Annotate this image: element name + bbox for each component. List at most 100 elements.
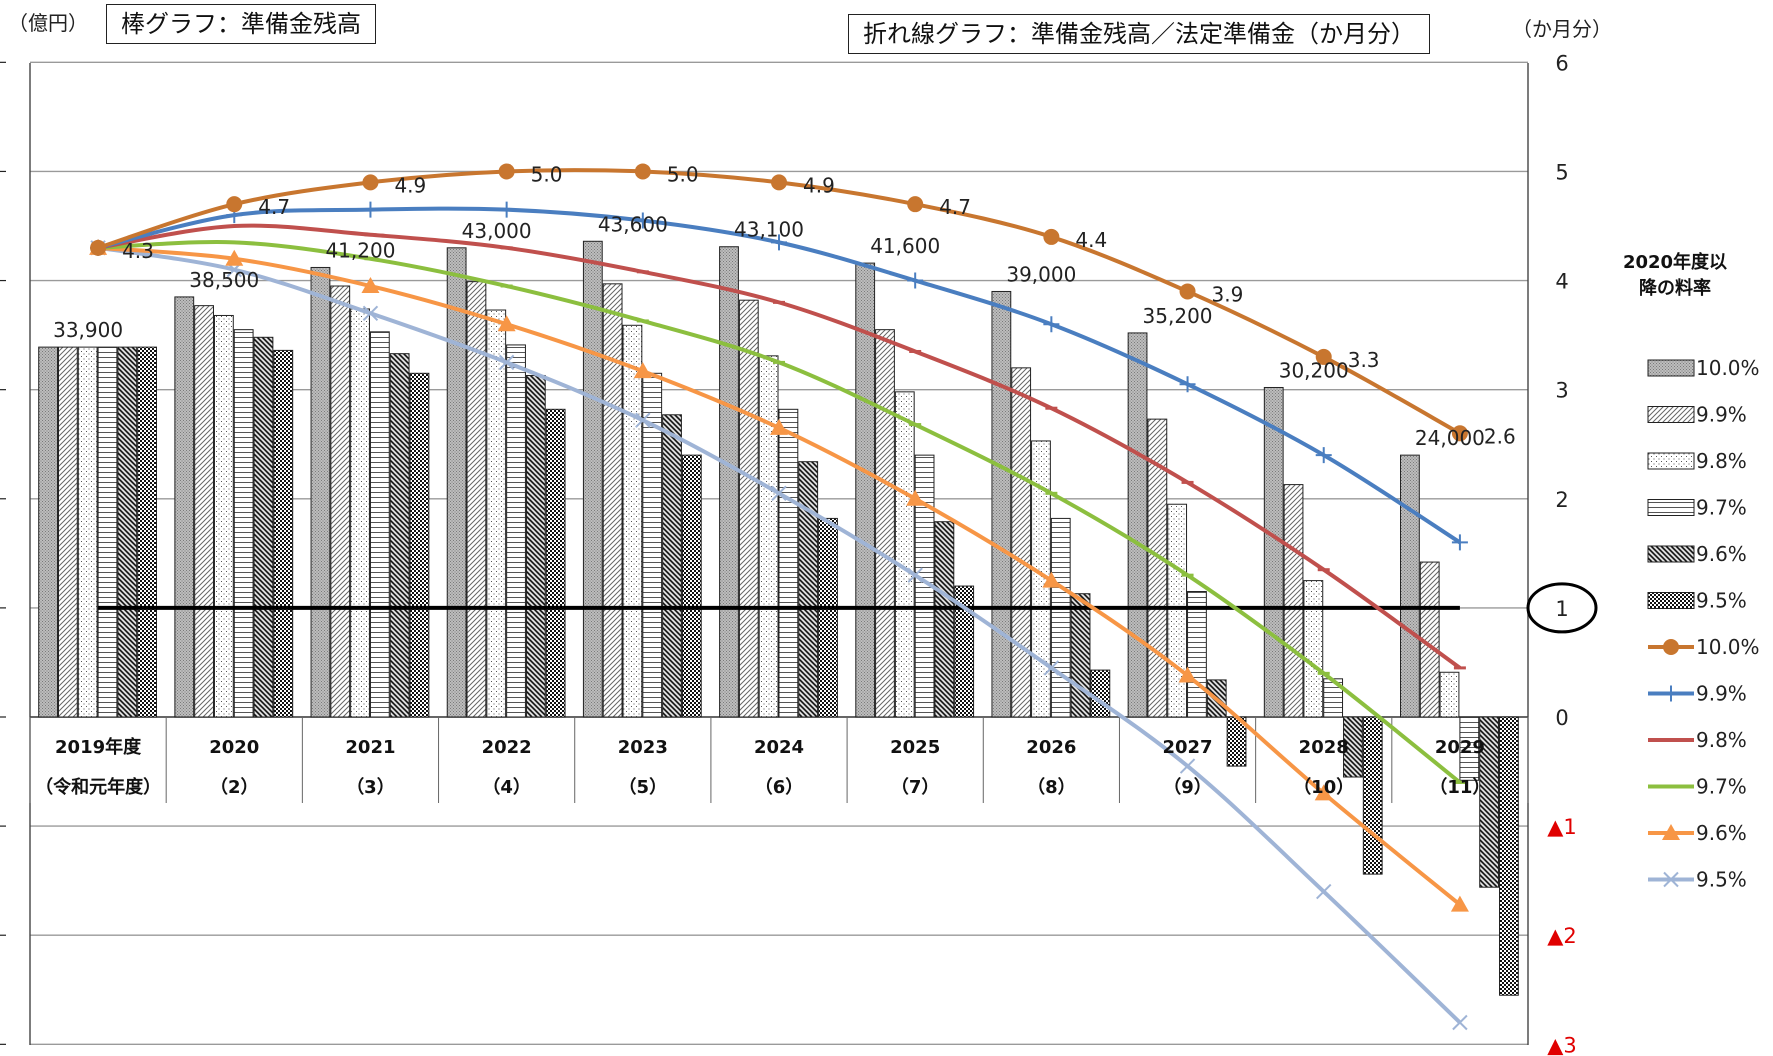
- line-value-label: 4.7: [939, 195, 971, 219]
- legend-swatch: [1647, 359, 1695, 377]
- bar: [1459, 716, 1480, 781]
- line-value-label: 3.3: [1348, 348, 1380, 372]
- bar: [506, 344, 526, 718]
- legend-swatch: [1647, 406, 1695, 423]
- bar-chart-title: 棒グラフ：準備金残高: [106, 4, 376, 44]
- bar: [875, 329, 895, 718]
- line-point: [498, 201, 515, 218]
- x-tick-label: 2023: [618, 737, 668, 758]
- line-value-label: 4.9: [394, 173, 426, 197]
- legend-label: 9.9%: [1696, 403, 1747, 427]
- bar: [350, 308, 370, 718]
- legend-label: 9.6%: [1696, 542, 1747, 566]
- bar: [253, 336, 274, 718]
- bar: [818, 517, 838, 718]
- right-axis-tick-label: ▲2: [1547, 924, 1577, 948]
- legend-swatch: [1647, 592, 1695, 609]
- x-tick-sublabel: （11）: [1429, 777, 1490, 798]
- bar: [273, 349, 294, 718]
- right-axis-tick-label: 4: [1555, 270, 1568, 294]
- line-point: [907, 567, 923, 583]
- bar-value-label: 30,200: [1279, 358, 1349, 382]
- line-point: [498, 354, 515, 371]
- bar: [117, 346, 138, 718]
- legend-label: 9.8%: [1696, 449, 1747, 473]
- line-series: [98, 240, 1462, 785]
- right-axis-tick-label: 1: [1555, 597, 1568, 621]
- line-point: [1043, 228, 1060, 245]
- line-point: [907, 272, 924, 289]
- line-point: [1314, 784, 1333, 801]
- bar: [1187, 591, 1207, 718]
- bar: [409, 372, 430, 718]
- bar-value-label: 33,900: [53, 318, 123, 342]
- line-point: [635, 412, 651, 428]
- right-axis-tick-label: 0: [1555, 706, 1568, 730]
- line-point: [498, 163, 515, 180]
- line-point: [906, 489, 925, 506]
- right-axis-tick-label: 2: [1555, 488, 1568, 512]
- x-tick-sublabel: （5）: [619, 777, 668, 798]
- bar: [855, 262, 876, 718]
- bar: [57, 346, 78, 718]
- x-tick-sublabel: （9）: [1163, 777, 1212, 798]
- line-point: [771, 485, 787, 502]
- line-point: [1179, 283, 1196, 300]
- line-point: [907, 196, 924, 213]
- line-value-label: 4.9: [803, 173, 835, 197]
- x-tick-sublabel: （3）: [346, 777, 395, 798]
- legend-title-line1: 2020年度以: [1623, 251, 1727, 273]
- bar: [486, 309, 507, 718]
- bar: [758, 355, 779, 718]
- line-point: [90, 239, 107, 256]
- x-tick-label: 2019年度: [55, 736, 142, 758]
- bar: [934, 521, 955, 718]
- bar: [137, 346, 157, 718]
- bar: [1050, 517, 1071, 718]
- bar: [1400, 454, 1420, 718]
- x-tick-label: 2027: [1162, 737, 1212, 758]
- line-point: [1179, 758, 1196, 774]
- bar: [662, 414, 682, 718]
- bar-value-label: 38,500: [189, 268, 259, 292]
- line-point: [634, 163, 651, 180]
- line-point: [362, 305, 379, 321]
- bar: [446, 247, 467, 718]
- bar: [954, 585, 975, 718]
- bar: [1127, 332, 1148, 718]
- bar: [1343, 716, 1363, 778]
- line-point: [633, 362, 652, 379]
- bar: [174, 296, 195, 718]
- x-tick-label: 2026: [1026, 737, 1076, 758]
- line-point: [1043, 316, 1060, 333]
- line-value-label: 2.6: [1484, 424, 1516, 448]
- line-value-label: 4.7: [258, 195, 290, 219]
- line-series: [97, 245, 1462, 907]
- bar: [1439, 671, 1460, 718]
- line-series-group: [89, 163, 1469, 1031]
- legend-marker: [1662, 824, 1680, 840]
- bar-value-label: 41,600: [870, 234, 940, 258]
- legend-marker: [1663, 685, 1679, 702]
- bar: [330, 285, 351, 718]
- line-series: [97, 245, 1462, 1024]
- line-point: [1451, 534, 1468, 551]
- line-point: [361, 277, 380, 294]
- legend-marker: [1663, 639, 1679, 655]
- right-axis-tick-label: 6: [1555, 51, 1568, 75]
- legend-label: 9.8%: [1696, 728, 1747, 752]
- bar: [1070, 593, 1091, 718]
- left-axis-unit: （億円）: [8, 11, 88, 35]
- x-tick-label: 2028: [1299, 737, 1349, 758]
- legend-title-line2: 降の料率: [1639, 277, 1711, 299]
- x-tick-label: 2021: [345, 737, 395, 758]
- line-point: [362, 174, 379, 191]
- legend-label: 10.0%: [1696, 356, 1760, 380]
- line-value-label: 4.3: [122, 239, 154, 263]
- bar-value-label: 24,000: [1415, 426, 1485, 450]
- line-point: [1451, 425, 1468, 442]
- line-point: [1178, 666, 1197, 683]
- bar: [1362, 716, 1383, 875]
- line-point: [1315, 348, 1332, 365]
